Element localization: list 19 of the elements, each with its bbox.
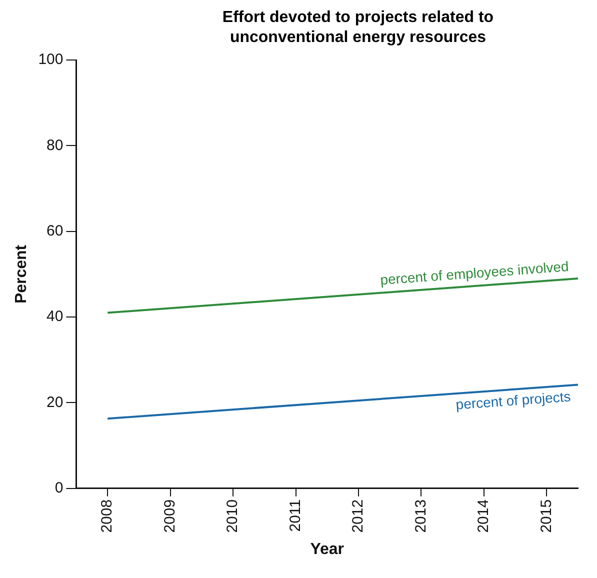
x-tick-label: 2011	[286, 499, 304, 532]
y-tick-label: 0	[54, 480, 64, 497]
y-axis-title: Percent	[13, 244, 30, 304]
x-tick-label: 2015	[538, 499, 555, 533]
x-tick-label: 2012	[350, 499, 367, 533]
chart-title: Effort devoted to projects related to unconventional energy resources	[221, 8, 495, 48]
y-tick-label: 80	[46, 136, 64, 154]
x-tick-label: 2009	[161, 499, 178, 533]
x-tick-label: 2013	[412, 499, 430, 533]
x-tick-label: 2010	[224, 499, 242, 533]
x-tick-label: 2008	[98, 499, 116, 533]
x-tick-label: 2014	[475, 499, 492, 533]
series-label: percent of projects	[455, 388, 572, 412]
series-label: percent of employees involved	[380, 258, 570, 288]
y-tick-label: 20	[46, 394, 64, 411]
y-tick-label: 60	[46, 222, 64, 240]
y-tick-label: 40	[46, 308, 64, 326]
y-tick-label: 100	[38, 51, 64, 68]
x-axis-title: Year	[310, 540, 344, 558]
